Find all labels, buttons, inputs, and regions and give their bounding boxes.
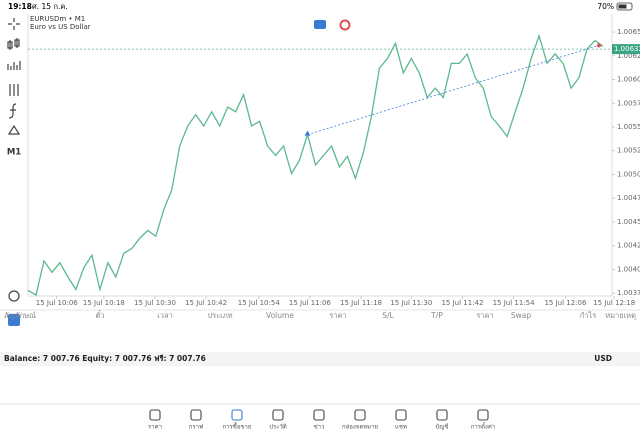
tab-icon[interactable]: [272, 409, 284, 421]
y-tick-label: 1.00475: [617, 194, 640, 202]
column-header[interactable]: S/L: [382, 311, 394, 320]
x-tick-label: 15 Jul 11:54: [493, 299, 536, 307]
left-toolbar: M1: [7, 18, 21, 326]
objects-icon[interactable]: [7, 124, 21, 135]
x-tick-label: 15 Jul 10:54: [238, 299, 281, 307]
last-price-box: [612, 44, 640, 55]
column-header[interactable]: ราคา: [476, 311, 493, 320]
y-tick-label: 1.00625: [617, 52, 640, 60]
x-tick-label: 15 Jul 10:42: [185, 299, 227, 307]
x-tick-label: 15 Jul 10:30: [134, 299, 176, 307]
x-tick-label: 15 Jul 11:18: [340, 299, 382, 307]
table-header: สัญลักษณ์ ตั๋ว เวลา ประเภท Volume ราคา S/L T/P ร…: [4, 310, 636, 320]
column-header[interactable]: ตั๋ว: [95, 310, 104, 320]
chart-type-icon[interactable]: [7, 38, 20, 50]
tab-label[interactable]: กราฟ: [189, 424, 203, 431]
x-tick-label: 15 Jul 10:18: [83, 299, 125, 307]
tab-icon[interactable]: [477, 409, 489, 421]
x-tick-label: 15 Jul 10:06: [36, 299, 79, 307]
trade-icon[interactable]: [8, 314, 20, 326]
tab-label[interactable]: ข่าว: [314, 424, 325, 431]
tab-label[interactable]: การตั้งค่า: [471, 421, 495, 431]
symbol: EURUSDm • M1: [30, 15, 85, 23]
y-tick-label: 1.00375: [617, 289, 640, 297]
chart: EURUSDm • M1 Euro vs US Dollar 1.00650 1.…: [27, 14, 640, 307]
tab-bar: ราคา กราฟ การซื้อขาย ประวัติ ข่าว กล่องจดหมาย…: [148, 409, 495, 431]
trade-line: [307, 44, 600, 135]
function-icon[interactable]: [8, 103, 17, 119]
crosshair-icon[interactable]: [8, 18, 20, 30]
column-header[interactable]: สัญลักษณ์: [4, 311, 36, 320]
y-tick-label: 1.00525: [617, 147, 640, 155]
x-tick-label: 15 Jul 11:42: [441, 299, 483, 307]
column-header[interactable]: T/P: [430, 311, 443, 320]
column-header[interactable]: หมายเหตุ: [605, 311, 636, 320]
y-tick-label: 1.00550: [617, 123, 640, 131]
timeframe[interactable]: M1: [7, 148, 21, 158]
column-header[interactable]: กำไร: [580, 311, 597, 320]
status-time: 19:18: [8, 2, 32, 11]
indicator-icon[interactable]: [7, 61, 21, 70]
y-tick-label: 1.00575: [617, 99, 640, 107]
tab-label[interactable]: บัญชี: [436, 423, 449, 431]
x-tick-label: 15 Jul 12:18: [593, 299, 635, 307]
y-tick-label: 1.00450: [617, 218, 640, 226]
y-tick-label: 1.00600: [617, 76, 640, 84]
account-currency: USD: [594, 354, 612, 363]
account-summary: Balance: 7 007.76 Equity: 7 007.76 ฟรี: …: [4, 354, 206, 363]
x-tick-label: 15 Jul 11:30: [390, 299, 432, 307]
tab-label[interactable]: การซื้อขาย: [223, 421, 252, 431]
tab-icon[interactable]: [231, 409, 243, 421]
tab-icon[interactable]: [149, 409, 161, 421]
trade-open: [304, 130, 311, 136]
x-tick-label: 15 Jul 12:06: [544, 299, 587, 307]
column-header[interactable]: Swap: [511, 311, 531, 320]
tab-label[interactable]: แชท: [395, 424, 407, 431]
status-date: ศ. 15 ก.ค.: [32, 2, 68, 11]
one-click-trade[interactable]: [314, 20, 326, 29]
column-header[interactable]: ราคา: [329, 311, 346, 320]
y-tick-label: 1.00400: [617, 265, 640, 273]
tab-icon[interactable]: [190, 409, 202, 421]
tab-icon[interactable]: [354, 409, 366, 421]
y-tick-label: 1.00650: [617, 28, 640, 36]
last-price-label: 1.00632: [614, 45, 640, 53]
settings-icon[interactable]: [9, 84, 19, 96]
symbol-description: Euro vs US Dollar: [30, 23, 91, 31]
battery-level: [618, 4, 627, 9]
trade-button[interactable]: [339, 19, 351, 31]
column-header[interactable]: Volume: [266, 311, 294, 320]
y-tick-label: 1.00500: [617, 170, 640, 178]
price-line: [27, 33, 604, 297]
zoom-icon[interactable]: [8, 290, 20, 302]
tab-label[interactable]: ราคา: [148, 424, 162, 431]
trade-close: [597, 43, 602, 48]
tab-icon[interactable]: [436, 409, 448, 421]
account-row: [0, 352, 640, 366]
tab-label[interactable]: ประวัติ: [269, 424, 287, 431]
x-tick-label: 15 Jul 11:06: [289, 299, 332, 307]
tab-icon[interactable]: [395, 409, 407, 421]
tab-label[interactable]: กล่องจดหมาย: [342, 424, 378, 431]
battery-icon: [616, 2, 633, 11]
status-battery: 70%: [597, 2, 614, 11]
tab-icon[interactable]: [313, 409, 325, 421]
y-tick-label: 1.00425: [617, 242, 640, 250]
column-header[interactable]: เวลา: [157, 311, 173, 320]
column-header[interactable]: ประเภท: [207, 311, 232, 320]
